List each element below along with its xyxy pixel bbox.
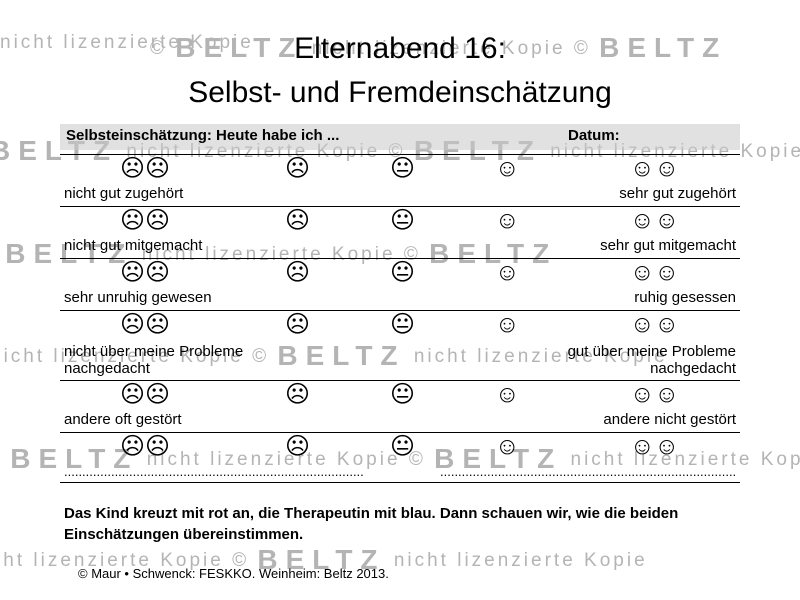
rating-row: ☹☹ ☹ 😐 ☺ ☺☺ nicht gut mitgemacht sehr gut mitg… [60,206,740,259]
watermark-symbol: © [573,38,591,59]
watermark-line: nicht lizenzierte Kopie [0,32,800,54]
rating-label-positive: sehr gut zugehört [619,185,736,202]
rating-row: ☹☹ ☹ 😐 ☺ ☺☺ nicht über meine Probleme nachged… [60,310,740,381]
watermark-symbol: © [403,244,421,265]
rating-label-negative: nicht über meine Probleme nachgedacht [64,343,244,377]
watermark-text: nicht lizenzierte Kopie [570,449,800,470]
watermark-text: nicht lizenzierte Kopie [146,449,401,470]
rating-row: ☹☹ ☹ 😐 ☺ ☺☺ sehr unruhig gewesen ruhig gesesse… [60,258,740,311]
blank-line-left: ........................................… [64,464,364,479]
smiley-icon[interactable]: 😐 [390,259,416,286]
watermark-brand: BELTZ [277,340,406,371]
table-header: Selbsteinschätzung: Heute habe ich ... D… [60,124,740,150]
smiley-icon[interactable]: 😐 [390,433,416,460]
smiley-icon[interactable]: ☹ [285,259,311,286]
watermark-line: nicht lizenzierte Kopie © BELTZ nicht li… [0,340,800,372]
watermark-text: nicht lizenzierte Kopie [413,346,668,367]
watermark-text: nicht lizenzierte Kopie [311,38,566,59]
smiley-icon[interactable]: ☺☺ [630,207,680,234]
smiley-icon[interactable]: ☹☹ [120,381,171,408]
rating-label-negative: sehr unruhig gewesen [64,289,212,306]
watermark-brand: BELTZ [599,32,728,63]
rating-label-positive: ruhig gesessen [634,289,736,306]
smiley-icon[interactable]: ☺☺ [630,311,680,338]
watermark-brand: BELTZ [5,238,134,269]
rating-label-negative: nicht gut mitgemacht [64,237,203,254]
smiley-icon[interactable]: ☺☺ [630,155,680,182]
header-self-assessment: Selbsteinschätzung: Heute habe ich ... [66,127,340,144]
watermark-symbol: © [408,449,426,470]
header-date: Datum: [568,127,620,144]
smiley-icon[interactable]: 😐 [390,207,416,234]
smiley-icon[interactable]: ☺ [495,259,520,286]
watermark-text: nicht lizenzierte Kopie [0,550,224,571]
watermark-line: © BELTZ nicht lizenzierte Kopie © BELTZ … [0,443,800,475]
rating-label-positive: andere nicht gestört [603,411,736,428]
page-title: Elternabend 16: [294,32,506,65]
watermark-text: nicht lizenzierte Kopie [393,550,648,571]
smiley-icon[interactable]: ☺ [495,155,520,182]
watermark-line: nicht lizenzierte Kopie © BELTZ nicht li… [0,544,800,576]
smiley-icon[interactable]: 😐 [390,155,416,182]
watermark-brand: BELTZ [175,32,304,63]
table-bottom-rule [60,482,740,483]
rating-label-negative: andere oft gestört [64,411,182,428]
smiley-icon[interactable]: ☹☹ [120,155,171,182]
watermark-text: nicht lizenzierte Kopie [0,346,244,367]
smiley-icon[interactable]: ☹☹ [120,259,171,286]
watermark-line: © BELTZ nicht lizenzierte Kopie © BELTZ [150,32,800,64]
smiley-icon[interactable]: ☺ [495,207,520,234]
smiley-icon[interactable]: ☹☹ [120,207,171,234]
rating-label-positive: gut über meine Probleme nachgedacht [567,343,736,377]
smiley-icon[interactable]: ☹ [285,207,311,234]
instruction-text: Das Kind kreuzt mit rot an, die Therapeu… [64,505,679,543]
smiley-icon[interactable]: ☺ [495,381,520,408]
watermark-text: nicht lizenzierte Kopie [0,32,254,53]
smiley-icon[interactable]: 😐 [390,311,416,338]
smiley-icon[interactable]: ☹ [285,311,311,338]
smiley-icon[interactable]: ☺☺ [630,433,680,460]
page-subtitle: Selbst- und Fremdeinschätzung [188,76,612,109]
rating-label-positive: sehr gut mitgemacht [600,237,736,254]
rating-label-negative: nicht gut zugehört [64,185,184,202]
smiley-icon[interactable]: ☹ [285,155,311,182]
watermark-brand: BELTZ [10,443,139,474]
smiley-icon[interactable]: ☺☺ [630,381,680,408]
watermark-brand: BELTZ [257,544,386,575]
watermark-text: nicht lizenzierte Kopie [141,244,396,265]
watermark-symbol: © [150,38,167,59]
smiley-icon[interactable]: 😐 [390,381,416,408]
watermark-line: © BELTZ nicht lizenzierte Kopie © BELTZ [0,238,800,270]
blank-line-right: ........................................… [440,464,735,479]
rating-row: ☹☹ ☹ 😐 ☺ ☺☺ nicht gut zugehört sehr gut zugehö… [60,154,740,207]
rating-row: ☹☹ ☹ 😐 ☺ ☺☺ andere oft gestört andere nicht ge… [60,380,740,433]
smiley-icon[interactable]: ☺☺ [630,259,680,286]
watermark-brand: BELTZ [429,238,558,269]
smiley-icon[interactable]: ☹ [285,433,311,460]
watermark-symbol: © [252,346,270,367]
rating-row: ☹☹ ☹ 😐 ☺ ☺☺ [60,432,740,485]
copyright-line: © Maur • Schwenck: FESKKO. Weinheim: Bel… [78,566,389,581]
watermark-symbol: © [232,550,250,571]
smiley-icon[interactable]: ☺ [495,311,520,338]
watermark-brand: BELTZ [434,443,563,474]
smiley-icon[interactable]: ☹☹ [120,433,171,460]
smiley-icon[interactable]: ☹ [285,381,311,408]
smiley-icon[interactable]: ☹☹ [120,311,171,338]
smiley-icon[interactable]: ☺ [495,433,520,460]
